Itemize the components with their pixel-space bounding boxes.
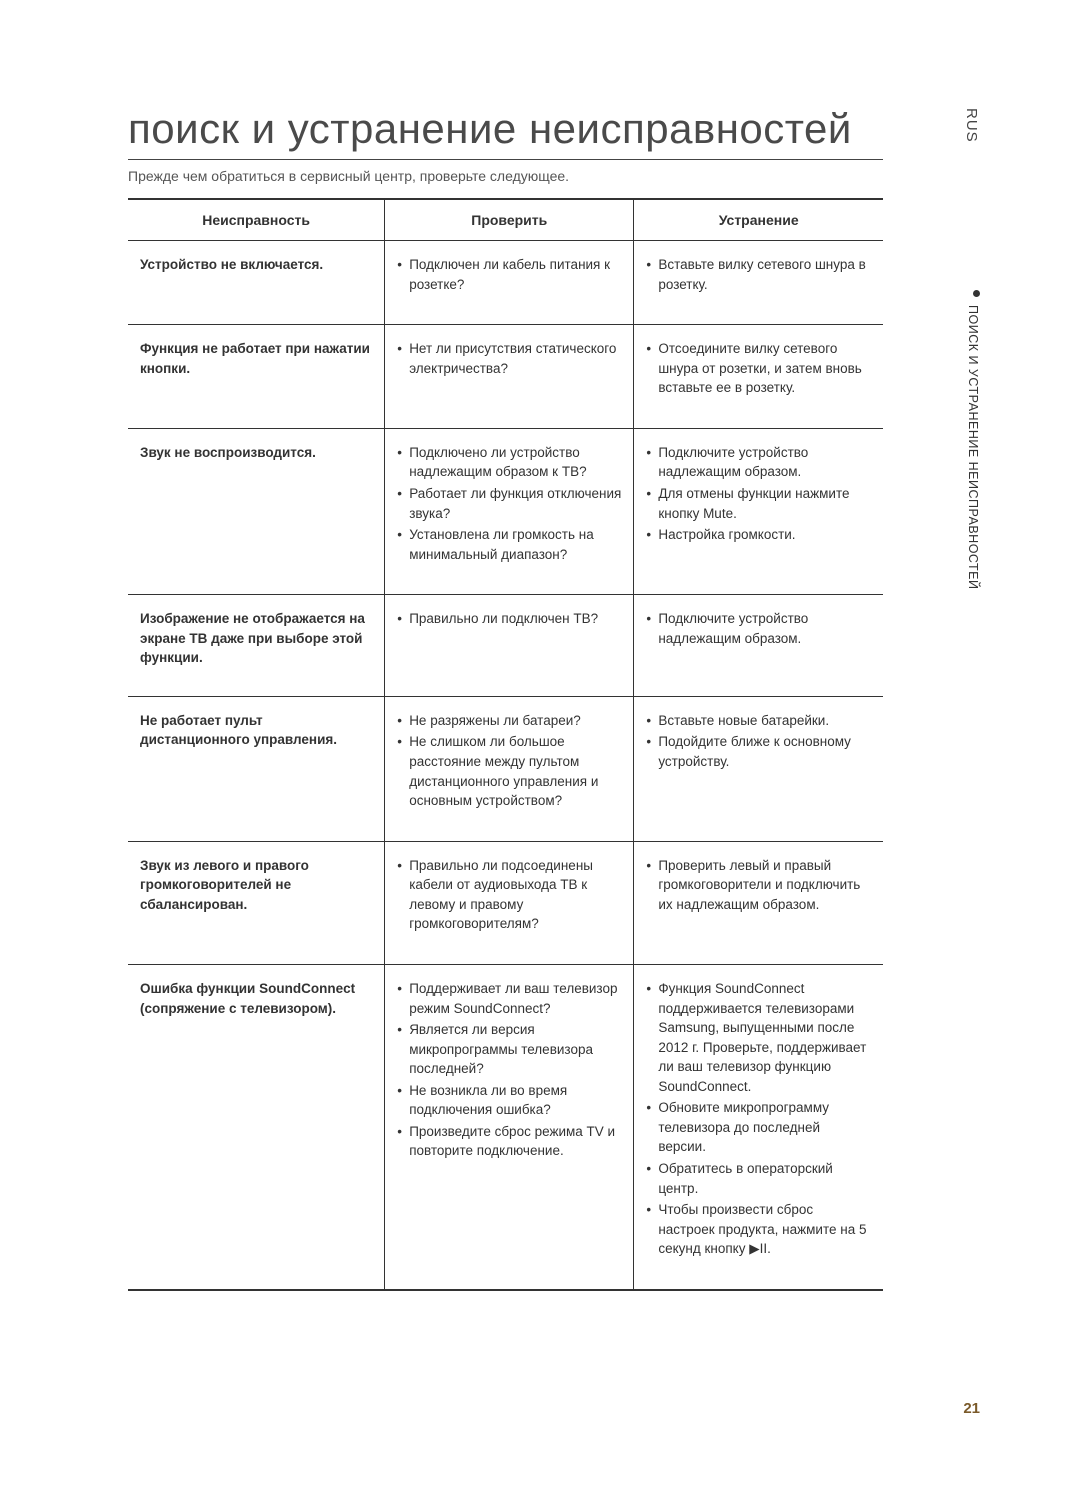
table-row: Изображение не отображается на экране ТВ… xyxy=(128,595,883,697)
check-cell: Правильно ли подключен ТВ? xyxy=(385,595,634,697)
list-item: Проверить левый и правый громкоговорител… xyxy=(646,856,871,915)
remedy-cell: Подключите устройство надлежащим образом… xyxy=(634,428,883,594)
remedy-cell: Вставьте вилку сетевого шнура в розетку. xyxy=(634,241,883,325)
list-item: Не слишком ли большое расстояние между п… xyxy=(397,732,621,810)
check-cell: Подключено ли устройство надлежащим обра… xyxy=(385,428,634,594)
th-check: Проверить xyxy=(385,199,634,241)
table-row: Не работает пульт дистанционного управле… xyxy=(128,696,883,841)
symptom-cell: Звук не воспроизводится. xyxy=(128,428,385,594)
language-tab: RUS xyxy=(963,108,980,143)
check-cell: Подключен ли кабель питания к розетке? xyxy=(385,241,634,325)
list-item: Произведите сброс режима TV и повторите … xyxy=(397,1122,621,1161)
remedy-cell: Вставьте новые батарейки.Подойдите ближе… xyxy=(634,696,883,841)
list-item: Для отмены функции нажмите кнопку Mute. xyxy=(646,484,871,523)
list-item: Правильно ли подключен ТВ? xyxy=(397,609,621,629)
remedy-cell: Функция SoundConnect поддерживается теле… xyxy=(634,964,883,1289)
th-remedy: Устранение xyxy=(634,199,883,241)
table-row: Функция не работает при нажатии кнопки. Н… xyxy=(128,325,883,429)
page-number: 21 xyxy=(963,1400,980,1417)
list-item: Не возникла ли во время подключения ошиб… xyxy=(397,1081,621,1120)
list-item: Настройка громкости. xyxy=(646,525,871,545)
check-cell: Правильно ли подсоединены кабели от ауди… xyxy=(385,841,634,964)
section-side-text: ПОИСК И УСТРАНЕНИЕ НЕИСПРАВНОСТЕЙ xyxy=(966,305,980,590)
table-row: Звук не воспроизводится. Подключено ли ус… xyxy=(128,428,883,594)
page-content: поиск и устранение неисправностей Прежде… xyxy=(128,105,883,1291)
symptom-cell: Изображение не отображается на экране ТВ… xyxy=(128,595,385,697)
list-item: Обновите микропрограмму телевизора до по… xyxy=(646,1098,871,1157)
troubleshoot-table: Неисправность Проверить Устранение Устро… xyxy=(128,198,883,1291)
symptom-cell: Не работает пульт дистанционного управле… xyxy=(128,696,385,841)
list-item: Вставьте новые батарейки. xyxy=(646,711,871,731)
page-title: поиск и устранение неисправностей xyxy=(128,105,883,160)
list-item: Не разряжены ли батареи? xyxy=(397,711,621,731)
list-item: Подключено ли устройство надлежащим обра… xyxy=(397,443,621,482)
list-item: Функция SoundConnect поддерживается теле… xyxy=(646,979,871,1096)
list-item: Является ли версия микропрограммы телеви… xyxy=(397,1020,621,1079)
list-item: Работает ли функция отключения звука? xyxy=(397,484,621,523)
remedy-cell: Отсоедините вилку сетевого шнура от розе… xyxy=(634,325,883,429)
remedy-cell: Проверить левый и правый громкоговорител… xyxy=(634,841,883,964)
list-item: Нет ли присутствия статического электрич… xyxy=(397,339,621,378)
list-item: Поддерживает ли ваш телевизор режим Soun… xyxy=(397,979,621,1018)
table-row: Устройство не включается. Подключен ли ка… xyxy=(128,241,883,325)
symptom-cell: Функция не работает при нажатии кнопки. xyxy=(128,325,385,429)
list-item: Подключите устройство надлежащим образом… xyxy=(646,443,871,482)
table-row: Звук из левого и правого громкоговорител… xyxy=(128,841,883,964)
list-item: Правильно ли подсоединены кабели от ауди… xyxy=(397,856,621,934)
th-symptom: Неисправность xyxy=(128,199,385,241)
list-item: Обратитесь в операторский центр. xyxy=(646,1159,871,1198)
symptom-cell: Устройство не включается. xyxy=(128,241,385,325)
list-item: Чтобы произвести сброс настроек продукта… xyxy=(646,1200,871,1259)
list-item: Подойдите ближе к основному устройству. xyxy=(646,732,871,771)
symptom-cell: Ошибка функции SoundConnect (сопряжение … xyxy=(128,964,385,1289)
check-cell: Не разряжены ли батареи?Не слишком ли бо… xyxy=(385,696,634,841)
list-item: Подключен ли кабель питания к розетке? xyxy=(397,255,621,294)
page-subtitle: Прежде чем обратиться в сервисный центр,… xyxy=(128,168,883,184)
section-side-label: ПОИСК И УСТРАНЕНИЕ НЕИСПРАВНОСТЕЙ xyxy=(966,290,980,590)
list-item: Вставьте вилку сетевого шнура в розетку. xyxy=(646,255,871,294)
check-cell: Нет ли присутствия статического электрич… xyxy=(385,325,634,429)
remedy-cell: Подключите устройство надлежащим образом… xyxy=(634,595,883,697)
list-item: Отсоедините вилку сетевого шнура от розе… xyxy=(646,339,871,398)
list-item: Установлена ли громкость на минимальный … xyxy=(397,525,621,564)
check-cell: Поддерживает ли ваш телевизор режим Soun… xyxy=(385,964,634,1289)
list-item: Подключите устройство надлежащим образом… xyxy=(646,609,871,648)
table-row: Ошибка функции SoundConnect (сопряжение … xyxy=(128,964,883,1289)
symptom-cell: Звук из левого и правого громкоговорител… xyxy=(128,841,385,964)
bullet-icon xyxy=(973,290,980,297)
